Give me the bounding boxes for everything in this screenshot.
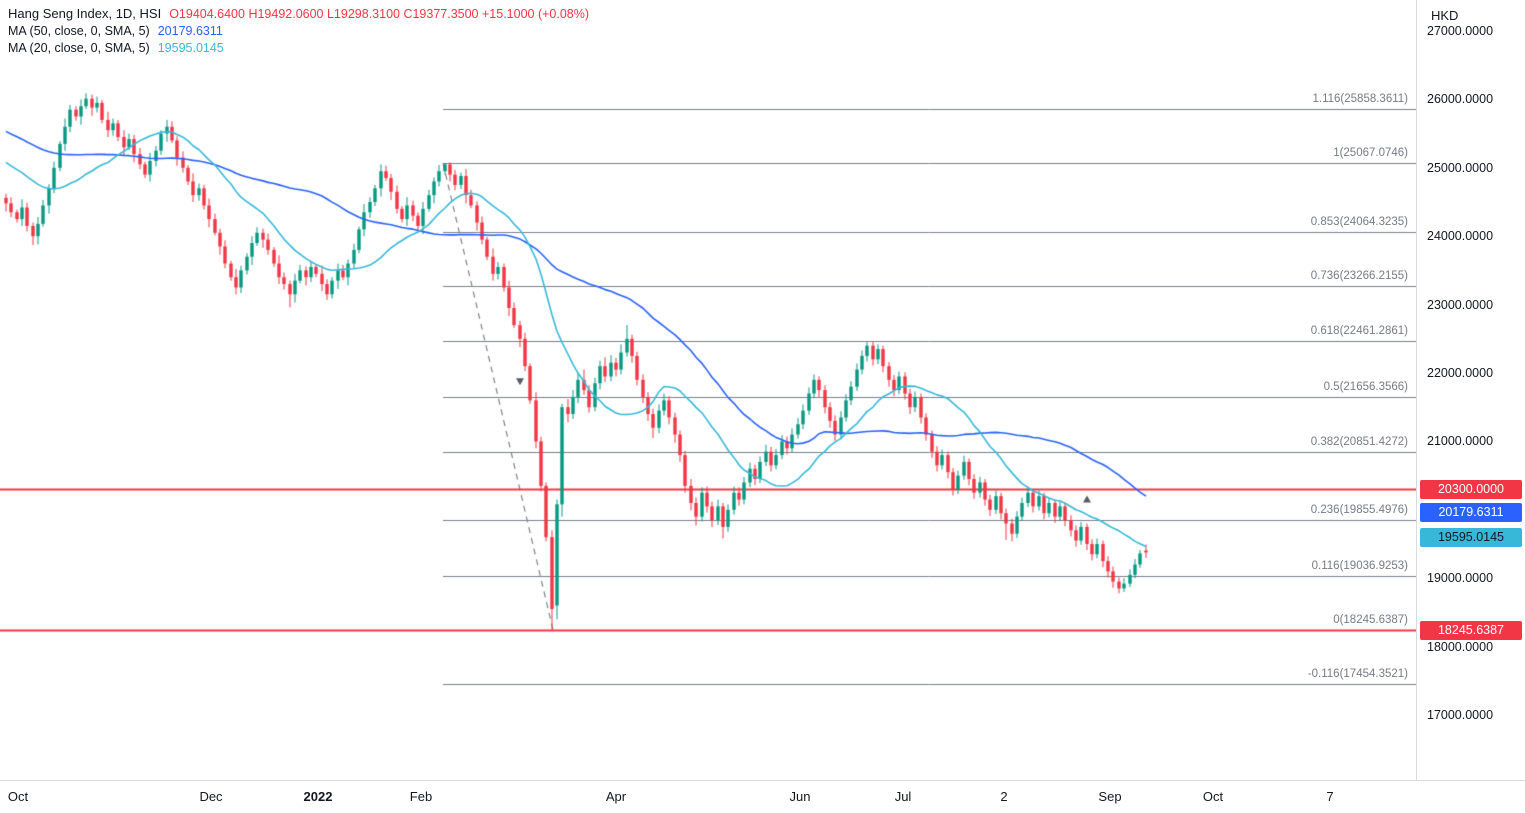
currency-label[interactable]: HKD [1431,8,1459,23]
ma20-price-badge[interactable]: 19595.0145 [1420,527,1522,547]
ma50-price-badge[interactable]: 20179.6311 [1420,502,1522,522]
time-axis-label: Feb [409,789,433,804]
time-axis-label: 2022 [303,789,333,804]
time-axis-label: Oct [7,789,29,804]
hline-20300-badge[interactable]: 20300.0000 [1420,479,1522,499]
ma50-row: MA (50, close, 0, SMA, 5) 20179.6311 [8,23,589,40]
time-axis-label: Oct [1202,789,1224,804]
price-axis[interactable]: HKD 27000.0000 26000.0000 25000.0000 24000.… [1416,0,1525,780]
price-chart-canvas[interactable] [0,0,1416,780]
time-axis-label: Sep [1098,789,1122,804]
symbol-row: Hang Seng Index, 1D, HSI O19404.6400 H19… [8,5,589,23]
symbol-title[interactable]: Hang Seng Index, 1D, HSI [8,6,162,21]
price-axis-label: 22000.0000 [1427,366,1494,380]
chart-legend: Hang Seng Index, 1D, HSI O19404.6400 H19… [8,5,589,57]
time-axis-label: Jul [894,789,912,804]
price-axis-label: 25000.0000 [1427,160,1494,175]
price-axis-label: 27000.0000 [1427,24,1494,38]
price-axis-label: 19000.0000 [1427,571,1494,586]
ma50-value: 20179.6311 [157,24,223,38]
time-axis-label: Apr [605,789,627,804]
price-axis-label: 26000.0000 [1427,92,1494,107]
price-axis-label: 23000.0000 [1427,297,1494,312]
ohlc-values: O19404.6400 H19492.0600 L19298.3100 C193… [169,7,590,21]
price-axis-label: 24000.0000 [1427,229,1494,244]
price-axis-label: 21000.0000 [1427,434,1494,449]
time-axis-label: Dec [199,789,223,804]
ma20-row: MA (20, close, 0, SMA, 5) 19595.0145 [8,40,589,57]
time-axis-label: 2 [1000,789,1008,804]
ma50-label[interactable]: MA (50, close, 0, SMA, 5) [8,24,150,38]
ma20-value: 19595.0145 [157,41,224,55]
time-axis-label: 7 [1326,789,1334,804]
time-axis[interactable]: Oct Dec 2022 Feb Apr Jun Jul 2 Sep Oct 7 [0,780,1525,813]
ma20-label[interactable]: MA (20, close, 0, SMA, 5) [8,41,150,55]
price-axis-label: 18000.0000 [1427,639,1494,654]
hline-18245-badge[interactable]: 18245.6387 [1420,620,1522,640]
time-axis-label: Jun [789,789,811,804]
price-axis-label: 17000.0000 [1427,708,1494,722]
